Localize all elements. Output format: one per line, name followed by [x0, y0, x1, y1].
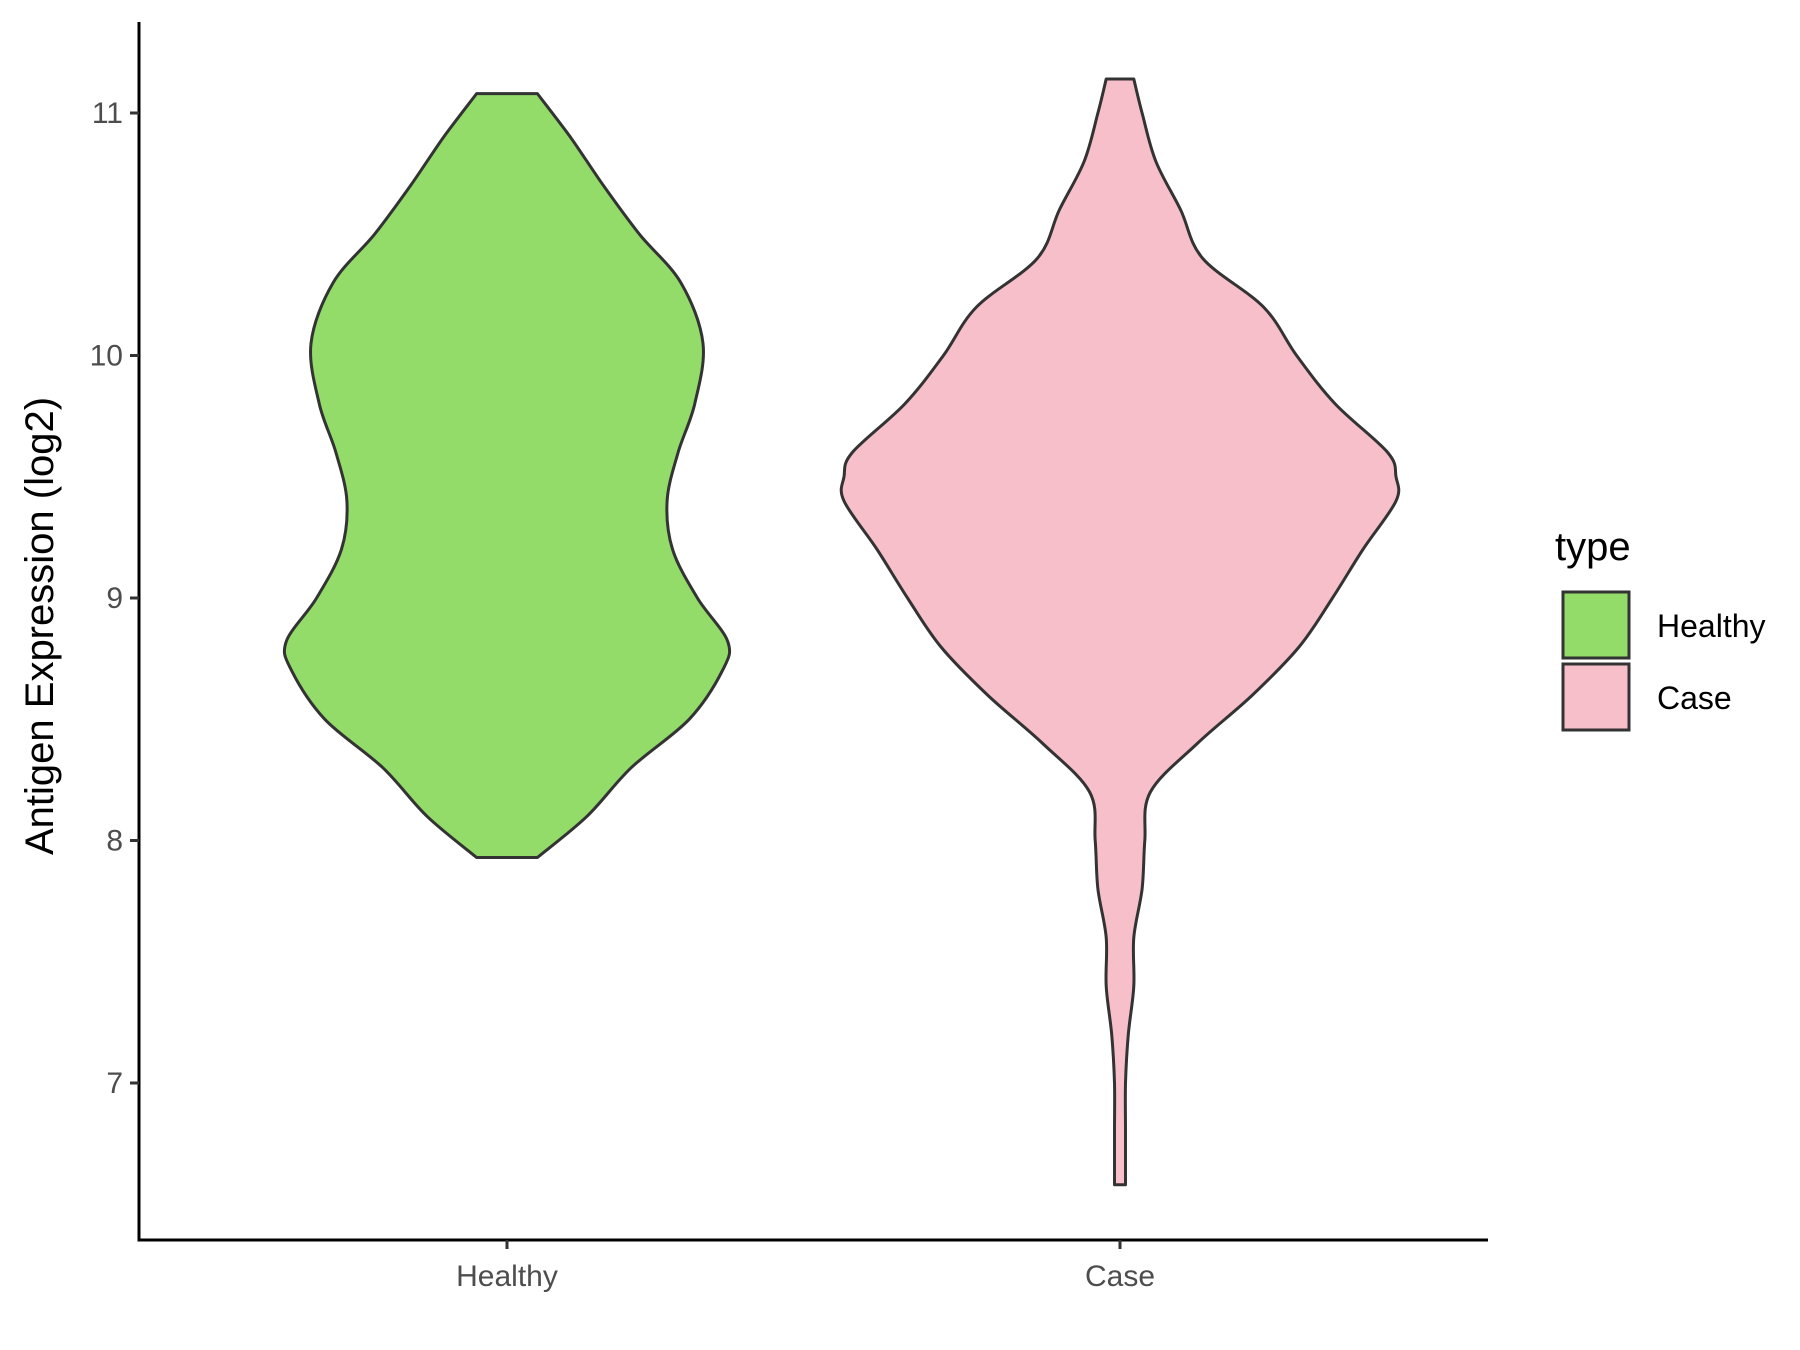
- y-tick-label: 7: [106, 1067, 123, 1100]
- x-tick-label: Case: [1085, 1260, 1155, 1293]
- legend-title: type: [1555, 525, 1631, 569]
- legend-label-healthy: Healthy: [1657, 608, 1766, 644]
- legend-key-healthy: [1561, 590, 1631, 660]
- y-tick-label: 10: [90, 340, 123, 373]
- x-axis: Healthy Case: [137, 1238, 1488, 1293]
- y-axis-title: Antigen Expression (log2): [18, 397, 62, 855]
- legend: type Healthy Case: [1555, 525, 1766, 732]
- legend-key-case: [1561, 662, 1631, 732]
- y-axis: 7 8 9 10 11: [90, 22, 141, 1240]
- violin-case: [839, 77, 1401, 1187]
- y-tick-label: 8: [106, 825, 123, 858]
- y-tick-label: 9: [106, 582, 123, 615]
- legend-label-case: Case: [1657, 680, 1732, 716]
- x-tick-label: Healthy: [456, 1260, 558, 1293]
- y-tick-label: 11: [92, 97, 123, 130]
- plot-area: [282, 77, 1401, 1187]
- violin-healthy: [282, 92, 732, 859]
